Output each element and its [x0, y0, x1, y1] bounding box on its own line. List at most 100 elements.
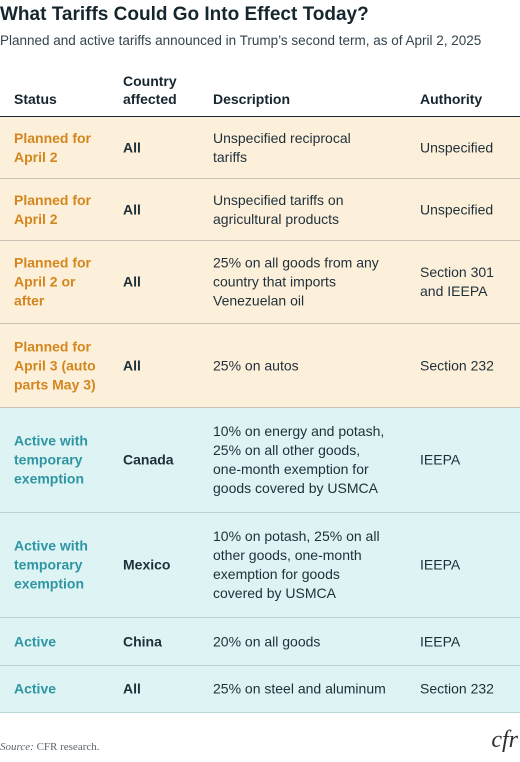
description-cell-line: 10% on potash, 25% on all: [213, 528, 380, 544]
status-cell-line: Planned for: [14, 191, 92, 208]
country-cell: All: [123, 201, 141, 217]
status-cell-line: temporary: [14, 451, 83, 468]
authority-cell-line: and IEEPA: [420, 283, 488, 299]
description-cell: Unspecified reciprocal tariffs: [213, 129, 403, 167]
table-row: Active China 20% on all goods IEEPA: [0, 618, 520, 666]
description-cell-line: Unspecified reciprocal: [213, 129, 351, 146]
country-cell: All: [123, 273, 141, 290]
status-cell-line: Planned for: [14, 338, 92, 354]
status-cell: Planned for April 2: [14, 191, 110, 229]
status-cell: Active: [14, 632, 110, 651]
status-cell-line: Active with: [14, 432, 88, 449]
authority-cell: Unspecified: [420, 138, 518, 157]
authority-cell: Section 301 and IEEPA: [420, 263, 518, 301]
description-cell-line: 25% on steel and aluminum: [213, 680, 386, 697]
authority-cell: IEEPA: [420, 556, 518, 575]
description-cell-line: country that imports: [213, 273, 336, 290]
page-title: What Tariffs Could Go Into Effect Today?: [0, 4, 369, 25]
status-cell-line: April 3 (auto: [14, 357, 96, 373]
country-cell: China: [123, 633, 162, 649]
authority-cell-line: Unspecified: [420, 139, 494, 155]
description-cell: 20% on all goods: [213, 632, 403, 651]
source-note: Source: CFR research.: [0, 741, 100, 753]
source-text: CFR research.: [36, 741, 100, 753]
description-cell-line: one-month exemption for: [213, 461, 369, 477]
tariffs-table: Status Country affected Description Auth…: [0, 62, 520, 713]
header-country: Country affected: [123, 72, 177, 108]
cfr-logo: cfr: [491, 727, 518, 753]
description-cell: 25% on all goods from any country that im…: [213, 254, 403, 311]
header-country-line1: Country: [123, 73, 177, 89]
status-cell: Planned for April 2: [14, 129, 110, 167]
status-cell-line: Active: [14, 633, 57, 649]
authority-cell-line: IEEPA: [420, 451, 461, 468]
authority-cell: IEEPA: [420, 632, 518, 651]
status-cell-line: April 2: [14, 148, 58, 165]
table-row: Planned for April 2 All Unspecified tariffs…: [0, 179, 520, 241]
status-cell: Planned for April 2 or after: [14, 254, 110, 311]
status-cell-line: temporary: [14, 556, 83, 573]
table-row: Planned for April 2 All Unspecified recipro…: [0, 117, 520, 179]
source-label: Source:: [0, 741, 34, 753]
authority-cell-line: Section 301: [420, 264, 494, 280]
country-cell: Canada: [123, 451, 174, 468]
table-body: Planned for April 2 All Unspecified recipro…: [0, 117, 520, 713]
description-cell-line: 25% on autos: [213, 357, 299, 373]
table-row: Active with temporary exemption Mexico 10% o…: [0, 513, 520, 618]
description-cell-line: goods covered by USMCA: [213, 480, 378, 496]
header-country-line2: affected: [123, 91, 177, 107]
status-cell: Active with temporary exemption: [14, 432, 110, 489]
description-cell-line: other goods, one-month: [213, 547, 362, 563]
authority-cell-line: IEEPA: [420, 633, 461, 649]
country-cell: Mexico: [123, 556, 171, 573]
authority-cell-line: Section 232: [420, 680, 494, 697]
status-cell-line: exemption: [14, 470, 85, 487]
table-row: Planned for April 2 or after All 25% on all …: [0, 241, 520, 324]
description-cell-line: 10% on energy and potash,: [213, 423, 385, 439]
status-cell: Active with temporary exemption: [14, 537, 110, 594]
status-cell-line: after: [14, 292, 45, 309]
description-cell: 10% on energy and potash, 25% on all othe…: [213, 422, 403, 498]
description-cell-line: 25% on all other goods,: [213, 442, 361, 458]
description-cell-line: covered by USMCA: [213, 585, 336, 601]
description-cell-line: 20% on all goods: [213, 633, 321, 649]
description-cell: 25% on autos: [213, 356, 403, 375]
status-cell-line: April 2: [14, 210, 58, 227]
description-cell: 25% on steel and aluminum: [213, 680, 403, 699]
country-cell: All: [123, 680, 141, 697]
description-cell-line: Venezuelan oil: [213, 292, 305, 309]
status-cell-line: Planned for: [14, 254, 92, 271]
status-cell-line: exemption: [14, 575, 85, 592]
authority-cell: Section 232: [420, 680, 518, 699]
authority-cell-line: Section 232: [420, 357, 494, 373]
status-cell: Planned for April 3 (auto parts May 3): [14, 337, 110, 394]
description-cell: Unspecified tariffs on agricultural produ…: [213, 191, 403, 229]
authority-cell-line: Unspecified: [420, 201, 494, 217]
header-status: Status: [14, 91, 57, 107]
description-cell-line: agricultural products: [213, 210, 340, 227]
description-cell-line: tariffs: [213, 148, 247, 165]
description-cell: 10% on potash, 25% on all other goods, on…: [213, 527, 403, 603]
header-authority: Authority: [420, 91, 483, 107]
status-cell-line: parts May 3): [14, 376, 96, 392]
description-cell-line: Unspecified tariffs on: [213, 191, 344, 208]
status-cell-line: April 2 or: [14, 273, 76, 290]
country-cell: All: [123, 139, 141, 155]
table-row: Active All 25% on steel and aluminum Sectio…: [0, 666, 520, 713]
country-cell: All: [123, 357, 141, 373]
header-description: Description: [213, 91, 291, 107]
status-cell-line: Planned for: [14, 129, 92, 146]
authority-cell: IEEPA: [420, 451, 518, 470]
authority-cell-line: IEEPA: [420, 556, 461, 573]
table-row: Active with temporary exemption Canada 10% o…: [0, 408, 520, 513]
authority-cell: Section 232: [420, 356, 518, 375]
status-cell-line: Active: [14, 680, 57, 697]
status-cell: Active: [14, 680, 110, 699]
authority-cell: Unspecified: [420, 200, 518, 219]
description-cell-line: 25% on all goods from any: [213, 254, 379, 271]
table-row: Planned for April 3 (auto parts May 3) All 2…: [0, 324, 520, 408]
description-cell-line: exemption for goods: [213, 566, 340, 582]
status-cell-line: Active with: [14, 537, 88, 554]
table-header: Status Country affected Description Auth…: [0, 62, 520, 117]
page-subtitle: Planned and active tariffs announced in …: [0, 33, 482, 48]
